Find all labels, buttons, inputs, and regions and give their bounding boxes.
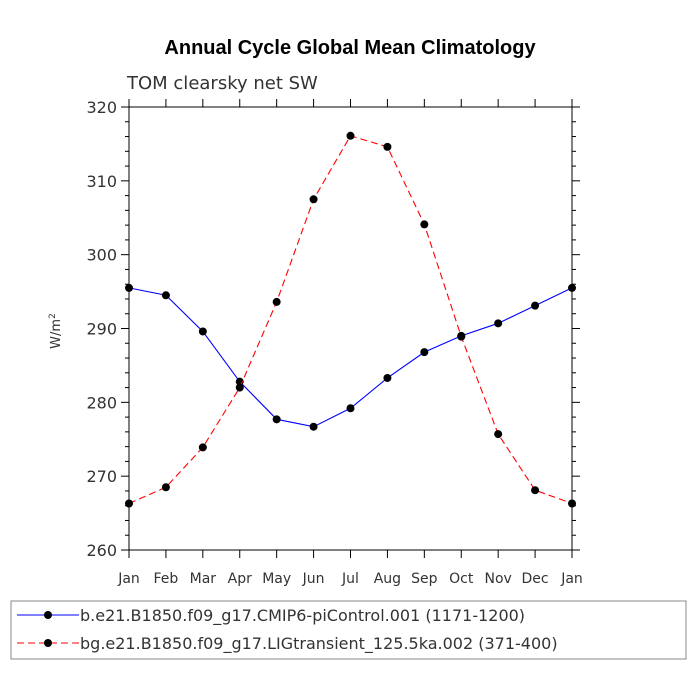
series-1-point — [568, 283, 576, 292]
chart-subtitle: TOM clearsky net SW — [126, 73, 318, 94]
series-1-point — [125, 283, 133, 292]
series-2-point — [420, 220, 429, 229]
series-2-point — [309, 195, 318, 204]
x-tick-label: Feb — [154, 571, 179, 587]
series-1-point — [531, 301, 540, 310]
series-1-point — [161, 291, 170, 300]
series-1-point — [198, 327, 207, 336]
y-tick-label: 310 — [86, 172, 117, 191]
series-2-point — [494, 430, 503, 439]
x-tick-label: Apr — [228, 571, 252, 587]
x-tick-label: Jul — [341, 571, 359, 587]
legend-label-1: b.e21.B1850.f09_g17.CMIP6-piControl.001 … — [80, 606, 525, 626]
x-tick-label: Aug — [374, 571, 401, 587]
legend-label-2: bg.e21.B1850.f09_g17.LIGtransient_125.5k… — [80, 634, 558, 654]
y-tick-label: 270 — [86, 467, 117, 486]
series-2 — [125, 131, 576, 508]
y-tick-label: 300 — [86, 246, 117, 265]
x-tick-label: May — [262, 571, 291, 587]
series-2-point — [125, 499, 133, 508]
y-tick-label: 260 — [86, 541, 117, 560]
legend-marker-1 — [44, 611, 52, 619]
series-group — [125, 131, 576, 508]
x-tick-label: Oct — [449, 571, 474, 587]
series-2-point — [235, 383, 244, 392]
series-1-point — [346, 404, 355, 413]
axes: 260 270 280 290 300 310 320 Jan Feb Mar Apr May Jun J… — [86, 98, 582, 587]
x-tick-label: Dec — [522, 571, 549, 587]
y-tick-label: 280 — [86, 393, 117, 412]
series-2-point — [568, 499, 576, 508]
series-2-point — [531, 486, 540, 495]
series-1-point — [383, 373, 392, 382]
series-1-point — [420, 348, 429, 357]
series-2-point — [457, 332, 466, 341]
x-tick-label: Sep — [411, 571, 438, 587]
x-tick-label: Nov — [485, 571, 512, 587]
y-axis-label: W/m2 — [48, 313, 64, 349]
y-axis-label-exponent: 2 — [48, 313, 58, 319]
legend-marker-2 — [44, 639, 52, 647]
series-1-point — [494, 319, 503, 328]
x-tick-label: Jan — [117, 571, 140, 587]
series-1-point — [309, 422, 318, 431]
series-2-point — [161, 483, 170, 492]
chart-title: Annual Cycle Global Mean Climatology — [164, 37, 536, 59]
x-tick-label: Jun — [302, 571, 325, 587]
x-tick-label: Jan — [560, 571, 583, 587]
y-axis-label-unit: W/m — [49, 319, 64, 349]
plot-frame — [128, 106, 573, 551]
series-2-point — [198, 443, 207, 452]
y-tick-label: 290 — [86, 320, 117, 339]
legend-box — [10, 600, 687, 660]
x-tick-label: Mar — [190, 571, 217, 587]
series-2-point — [346, 131, 355, 140]
series-1 — [125, 283, 576, 431]
series-2-point — [272, 297, 281, 306]
y-tick-label: 320 — [86, 98, 117, 117]
series-1-point — [272, 415, 281, 424]
legend: b.e21.B1850.f09_g17.CMIP6-piControl.001 … — [10, 600, 687, 660]
series-2-point — [383, 142, 392, 151]
